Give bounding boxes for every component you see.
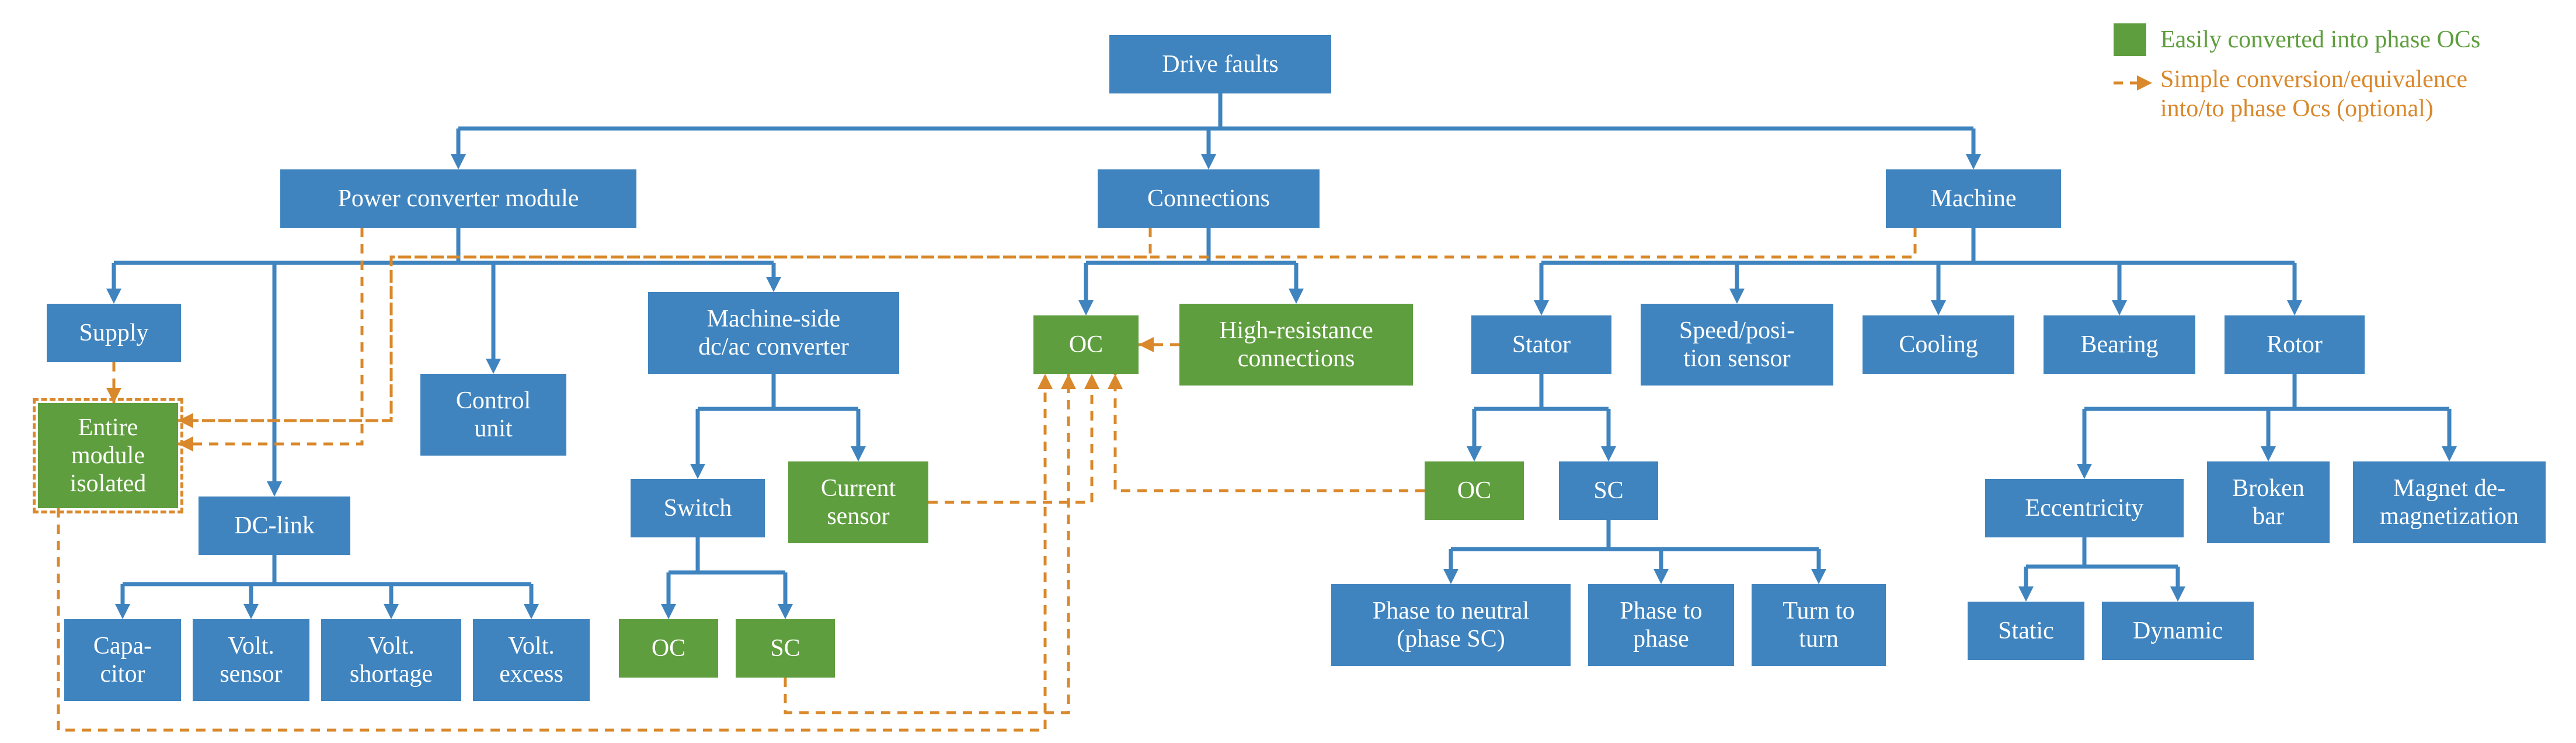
node-label: SC — [1593, 477, 1623, 505]
node-supply: Supply — [47, 304, 181, 362]
node-label: Volt.excess — [499, 632, 563, 689]
node-label: Cooling — [1899, 331, 1978, 359]
node-pcm: Power converter module — [280, 169, 636, 228]
node-dynamic: Dynamic — [2102, 602, 2254, 660]
node-volt-shortage: Volt.shortage — [321, 619, 461, 701]
legend-line-1: Easily converted into phase OCs — [2160, 26, 2480, 54]
node-stator: Stator — [1471, 315, 1611, 374]
node-label: Dynamic — [2133, 617, 2223, 645]
node-oc-switch: OC — [619, 619, 718, 678]
node-label: OC — [652, 634, 685, 662]
node-magnet: Magnet de-magnetization — [2353, 461, 2546, 543]
node-eccentricity: Eccentricity — [1985, 479, 2184, 537]
node-label: OC — [1457, 477, 1491, 505]
node-p2n: Phase to neutral(phase SC) — [1331, 584, 1571, 666]
node-connections: Connections — [1098, 169, 1320, 228]
node-stator-oc: OC — [1425, 461, 1524, 520]
node-label: Volt.sensor — [220, 632, 282, 689]
node-label: Supply — [79, 319, 148, 347]
node-p2p: Phase tophase — [1588, 584, 1734, 666]
node-rotor: Rotor — [2225, 315, 2365, 374]
node-label: SC — [770, 634, 800, 662]
node-label: Capa-citor — [93, 632, 152, 689]
node-machine: Machine — [1886, 169, 2061, 228]
node-root: Drive faults — [1109, 35, 1331, 93]
node-switch: Switch — [631, 479, 765, 537]
node-broken-bar: Brokenbar — [2207, 461, 2330, 543]
node-cur-sensor: Currentsensor — [788, 461, 928, 543]
node-label: Connections — [1147, 185, 1270, 213]
node-sc-switch: SC — [736, 619, 835, 678]
node-label: Phase tophase — [1620, 597, 1702, 654]
diagram-stage: Drive faults Power converter module Connec… — [0, 0, 2576, 743]
node-label: Brokenbar — [2232, 474, 2305, 531]
node-label: Switch — [664, 494, 732, 522]
node-label: OC — [1069, 331, 1103, 359]
legend-swatch-green — [2114, 23, 2146, 56]
node-label: Static — [1998, 617, 2054, 645]
node-label: Drive faults — [1162, 50, 1278, 78]
node-conn-oc: OC — [1033, 315, 1139, 374]
node-label: Currentsensor — [821, 474, 896, 531]
node-conn-hr: High-resistanceconnections — [1179, 304, 1413, 386]
node-label: Stator — [1512, 331, 1571, 359]
node-label: Rotor — [2267, 331, 2323, 359]
node-volt-excess: Volt.excess — [473, 619, 590, 701]
node-label: Entiremoduleisolated — [70, 414, 147, 498]
node-label: Machine — [1931, 185, 2017, 213]
node-bearing: Bearing — [2044, 315, 2195, 374]
node-spd-sensor: Speed/posi-tion sensor — [1641, 304, 1833, 386]
node-capacitor: Capa-citor — [64, 619, 181, 701]
node-label: High-resistanceconnections — [1219, 317, 1373, 373]
node-dclink: DC-link — [199, 497, 350, 555]
node-label: Turn toturn — [1783, 597, 1854, 654]
node-entire-iso: Entiremoduleisolated — [38, 403, 178, 508]
node-stator-sc: SC — [1559, 461, 1658, 520]
node-label: Bearing — [2081, 331, 2159, 359]
node-label: Magnet de-magnetization — [2380, 474, 2519, 531]
node-label: Controlunit — [456, 387, 531, 443]
node-volt-sensor: Volt.sensor — [193, 619, 309, 701]
node-label: Volt.shortage — [350, 632, 433, 689]
node-control-unit: Controlunit — [420, 374, 566, 456]
node-static: Static — [1968, 602, 2084, 660]
node-cooling: Cooling — [1863, 315, 2014, 374]
node-t2t: Turn toturn — [1752, 584, 1886, 666]
node-label: Phase to neutral(phase SC) — [1373, 597, 1529, 654]
node-label: DC-link — [234, 512, 315, 540]
node-label: Speed/posi-tion sensor — [1679, 317, 1795, 373]
node-label: Power converter module — [338, 185, 579, 213]
node-mside: Machine-sidedc/ac converter — [648, 292, 899, 374]
node-label: Machine-sidedc/ac converter — [698, 305, 849, 362]
legend-line-2a: Simple conversion/equivalence — [2160, 65, 2467, 93]
node-label: Eccentricity — [2025, 494, 2144, 522]
legend-line-2b: into/to phase Ocs (optional) — [2160, 95, 2434, 123]
